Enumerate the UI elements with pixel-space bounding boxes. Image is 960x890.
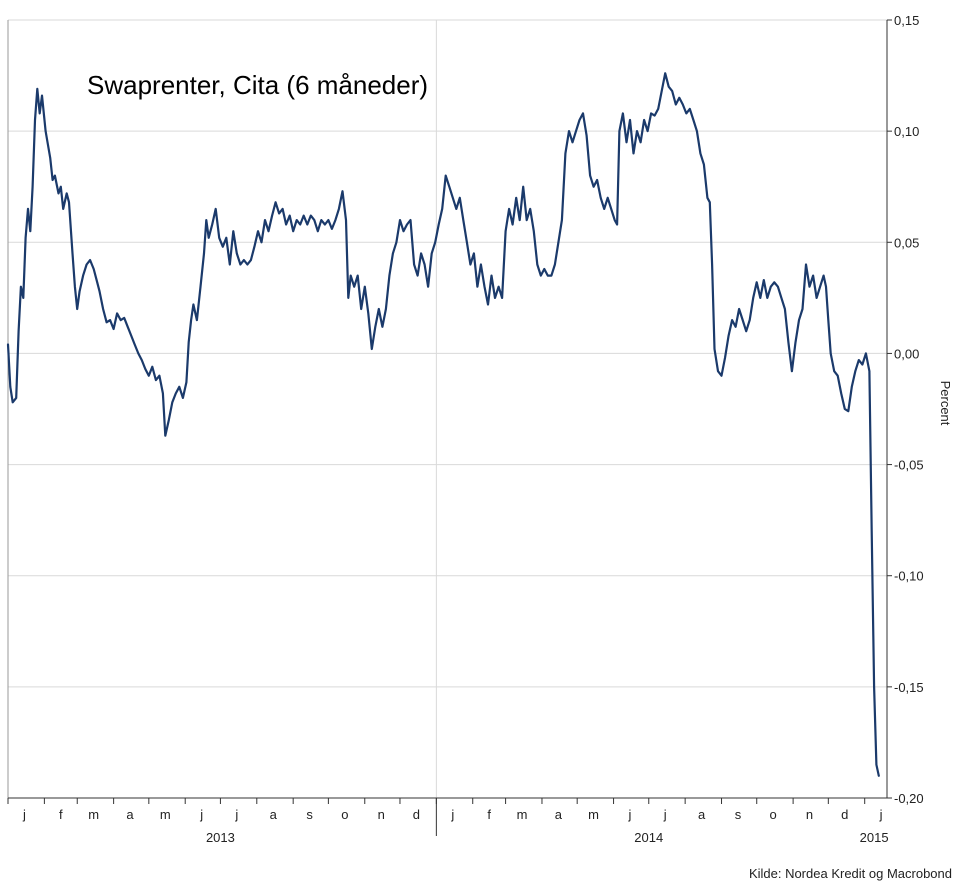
x-month-label: j xyxy=(450,807,454,822)
x-month-label: a xyxy=(555,807,563,822)
y-tick-label: -0,05 xyxy=(894,458,924,473)
y-tick-label: 0,10 xyxy=(894,124,919,139)
chart-title: Swaprenter, Cita (6 måneder) xyxy=(87,70,428,100)
x-month-label: d xyxy=(841,807,848,822)
labels: 0,15 0,10 0,05 0,00 -0,05 -0,10 -0,15 -0,20 j f m a… xyxy=(22,13,924,845)
y-tick-label: 0,00 xyxy=(894,346,919,361)
y-tick-label: -0,15 xyxy=(894,680,924,695)
x-month-label: j xyxy=(234,807,238,822)
x-month-label: j xyxy=(22,807,26,822)
series-line-swap-rate xyxy=(6,72,880,777)
x-month-label: m xyxy=(160,807,171,822)
x-month-label: o xyxy=(770,807,777,822)
source-note: Kilde: Nordea Kredit og Macrobond xyxy=(749,866,952,881)
series-layer xyxy=(6,72,880,777)
x-month-label: f xyxy=(59,807,63,822)
y-tick-label: -0,20 xyxy=(894,791,924,806)
x-month-label: d xyxy=(413,807,420,822)
x-month-label: j xyxy=(628,807,632,822)
x-month-label: m xyxy=(517,807,528,822)
x-month-label: a xyxy=(126,807,134,822)
x-month-label: n xyxy=(378,807,385,822)
x-month-label: m xyxy=(88,807,99,822)
x-month-label: a xyxy=(270,807,278,822)
x-month-label: j xyxy=(879,807,883,822)
x-month-label: a xyxy=(698,807,706,822)
x-month-label: m xyxy=(588,807,599,822)
y-tick-label: 0,05 xyxy=(894,235,919,250)
x-month-label: s xyxy=(735,807,742,822)
x-year-label: 2013 xyxy=(206,830,235,845)
x-year-label: 2015 xyxy=(860,830,889,845)
grid-lines xyxy=(8,19,887,799)
axes xyxy=(7,19,892,836)
x-month-label: j xyxy=(663,807,667,822)
x-month-label: n xyxy=(806,807,813,822)
y-tick-label: 0,15 xyxy=(894,13,919,28)
x-year-label: 2014 xyxy=(634,830,663,845)
x-month-label: o xyxy=(341,807,348,822)
y-axis-label: Percent xyxy=(938,381,953,426)
x-month-label: s xyxy=(306,807,313,822)
x-month-label: f xyxy=(487,807,491,822)
y-tick-label: -0,10 xyxy=(894,569,924,584)
x-month-label: j xyxy=(199,807,203,822)
